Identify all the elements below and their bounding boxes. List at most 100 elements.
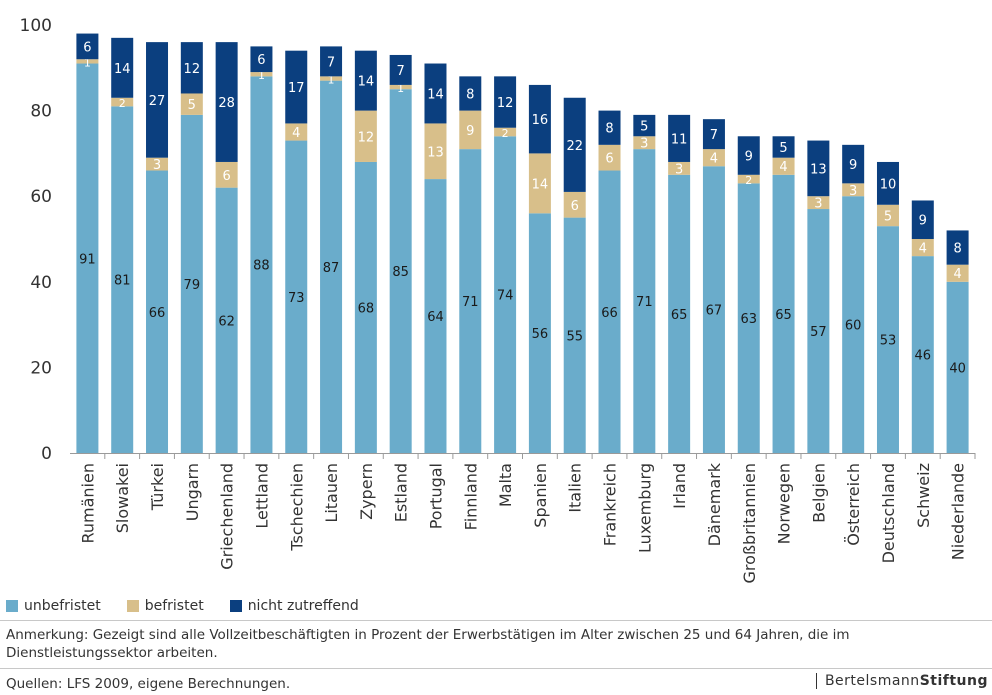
data-label-2-5: 6 bbox=[257, 53, 265, 68]
data-label-1-1: 2 bbox=[119, 97, 126, 110]
legend-label-befristet: befristet bbox=[144, 598, 204, 614]
data-label-0-25: 40 bbox=[949, 361, 966, 376]
data-label-1-14: 6 bbox=[571, 199, 579, 214]
x-tick-label-18: Dänemark bbox=[705, 462, 724, 546]
bar-0-16 bbox=[633, 149, 656, 453]
y-tick-label-0: 0 bbox=[41, 444, 52, 464]
legend-swatch-unbefristet bbox=[6, 600, 18, 612]
data-label-2-13: 16 bbox=[532, 113, 549, 128]
data-label-1-7: 1 bbox=[328, 74, 335, 87]
data-label-0-8: 68 bbox=[358, 301, 375, 316]
data-label-2-10: 14 bbox=[427, 87, 444, 102]
bar-1-25 bbox=[946, 264, 969, 282]
bar-2-11 bbox=[459, 76, 482, 111]
data-label-1-10: 13 bbox=[427, 145, 444, 160]
data-label-1-9: 1 bbox=[397, 82, 404, 95]
x-tick-label-11: Finnland bbox=[461, 463, 480, 530]
x-tick-label-9: Estland bbox=[392, 463, 411, 522]
data-label-2-16: 5 bbox=[640, 120, 648, 135]
divider-top bbox=[0, 620, 992, 621]
bar-1-22 bbox=[842, 183, 865, 197]
x-tick-label-19: Großbritannien bbox=[740, 463, 759, 583]
x-tick-label-3: Ungarn bbox=[183, 463, 202, 521]
bar-2-22 bbox=[842, 144, 865, 184]
data-label-1-16: 3 bbox=[640, 137, 648, 152]
x-tick-label-13: Spanien bbox=[531, 463, 550, 528]
bar-0-14 bbox=[563, 217, 586, 453]
data-label-0-17: 65 bbox=[671, 308, 688, 323]
bar-0-25 bbox=[946, 281, 969, 453]
bar-1-21 bbox=[807, 196, 830, 210]
data-label-1-3: 5 bbox=[188, 98, 196, 113]
data-label-1-8: 12 bbox=[358, 130, 375, 145]
x-tick-label-17: Irland bbox=[670, 463, 689, 509]
bar-0-20 bbox=[772, 174, 795, 454]
bar-2-3 bbox=[180, 42, 203, 94]
data-label-0-4: 62 bbox=[218, 314, 235, 329]
x-tick-label-5: Lettland bbox=[252, 463, 271, 529]
x-tick-label-15: Frankreich bbox=[601, 463, 620, 546]
bar-1-12 bbox=[494, 127, 517, 137]
bar-0-21 bbox=[807, 209, 830, 453]
bar-0-8 bbox=[354, 161, 377, 453]
bar-0-23 bbox=[876, 226, 899, 453]
bar-0-2 bbox=[146, 170, 169, 453]
bar-0-18 bbox=[702, 166, 725, 454]
bar-1-7 bbox=[320, 76, 343, 81]
x-tick-label-8: Zypern bbox=[357, 463, 376, 520]
data-label-1-19: 2 bbox=[745, 174, 752, 187]
bar-0-17 bbox=[668, 174, 691, 454]
x-tick-label-12: Malta bbox=[496, 463, 515, 507]
brand-part1: Bertelsmann bbox=[824, 673, 920, 689]
bar-0-10 bbox=[424, 179, 447, 453]
stacked-bar-chart: 0204060801009116Rumänien81214Slowakei663… bbox=[20, 16, 976, 583]
data-label-1-17: 3 bbox=[675, 162, 683, 177]
brand-logo: BertelsmannStiftung bbox=[815, 673, 988, 689]
bar-2-18 bbox=[702, 119, 725, 150]
bar-1-11 bbox=[459, 110, 482, 150]
data-label-0-1: 81 bbox=[114, 274, 131, 289]
bar-2-24 bbox=[911, 200, 934, 239]
bar-0-7 bbox=[320, 80, 343, 453]
bar-2-23 bbox=[876, 161, 899, 205]
bar-2-2 bbox=[146, 42, 169, 158]
bar-1-10 bbox=[424, 123, 447, 180]
data-label-0-11: 71 bbox=[462, 295, 479, 310]
data-label-0-20: 65 bbox=[775, 308, 792, 323]
bar-0-15 bbox=[598, 170, 621, 453]
data-label-2-1: 14 bbox=[114, 62, 131, 77]
legend-label-nicht-zutreffend: nicht zutreffend bbox=[247, 598, 359, 614]
chart-note: Anmerkung: Gezeigt sind alle Vollzeitbes… bbox=[6, 627, 850, 661]
data-label-1-18: 4 bbox=[710, 152, 718, 167]
x-tick-label-24: Schweiz bbox=[914, 463, 933, 528]
data-label-2-19: 9 bbox=[745, 150, 753, 165]
data-label-1-15: 6 bbox=[605, 152, 613, 167]
bar-0-24 bbox=[911, 256, 934, 453]
data-label-2-22: 9 bbox=[849, 158, 857, 173]
data-label-2-20: 5 bbox=[779, 141, 787, 156]
bar-0-9 bbox=[389, 89, 412, 453]
data-label-2-11: 8 bbox=[466, 87, 474, 102]
bar-0-3 bbox=[180, 114, 203, 453]
data-label-0-15: 66 bbox=[601, 306, 618, 321]
data-label-0-9: 85 bbox=[392, 265, 409, 280]
data-label-2-8: 14 bbox=[358, 75, 375, 90]
legend-item-befristet: befristet bbox=[126, 598, 204, 614]
bar-2-13 bbox=[528, 84, 551, 154]
data-label-0-5: 88 bbox=[253, 259, 270, 274]
bar-0-19 bbox=[737, 183, 760, 454]
x-tick-label-16: Luxemburg bbox=[635, 463, 654, 553]
data-label-2-15: 8 bbox=[605, 122, 613, 137]
y-tick-label-4: 80 bbox=[30, 102, 52, 122]
data-label-2-21: 13 bbox=[810, 162, 827, 177]
x-tick-label-10: Portugal bbox=[426, 463, 445, 529]
data-label-2-18: 7 bbox=[710, 128, 718, 143]
bar-1-6 bbox=[285, 123, 308, 141]
bar-2-16 bbox=[633, 114, 656, 137]
x-tick-label-22: Österreich bbox=[844, 463, 863, 546]
bar-2-25 bbox=[946, 230, 969, 265]
bar-2-6 bbox=[285, 50, 308, 124]
data-label-2-3: 12 bbox=[184, 62, 201, 77]
data-label-2-25: 8 bbox=[953, 242, 961, 257]
x-tick-label-1: Slowakei bbox=[113, 463, 132, 533]
